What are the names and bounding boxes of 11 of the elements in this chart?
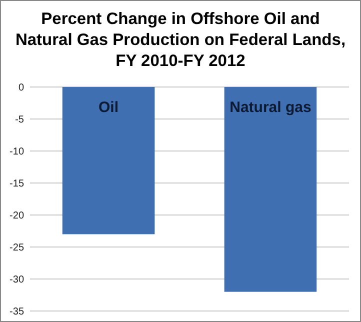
y-tick-label: -30 [10, 274, 24, 286]
y-tick-label: -25 [10, 242, 24, 254]
y-tick-label: -5 [15, 114, 24, 126]
y-tick-label: -35 [10, 306, 24, 318]
x-tick-label: Oil [98, 99, 119, 116]
x-tick-label: Natural gas [230, 99, 312, 116]
y-tick-label: -20 [10, 210, 24, 222]
y-tick-label: -10 [10, 146, 24, 158]
chart-title: Percent Change in Offshore Oil and Natural Gas Production on Federal Lands, FY 2010-FY 2012 [15, 10, 346, 70]
y-tick-label: -15 [10, 178, 24, 190]
y-tick-label: 0 [18, 82, 24, 94]
